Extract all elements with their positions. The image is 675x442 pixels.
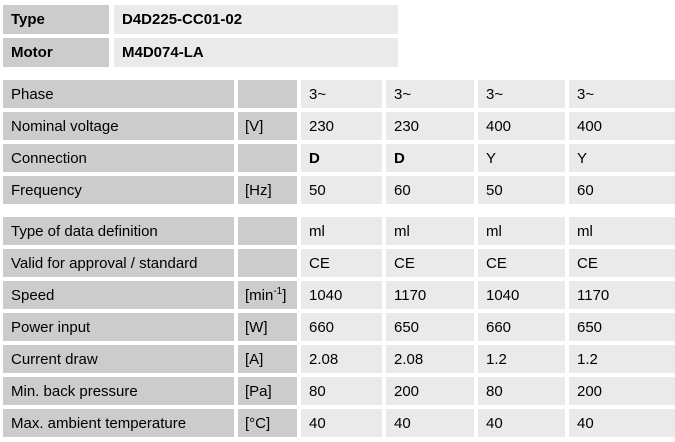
spec-value-cell: CE — [478, 249, 565, 277]
spec-value-cell: 200 — [386, 377, 474, 405]
spec-row-unit — [238, 217, 297, 245]
spec-row-label: Connection — [3, 144, 234, 172]
spec-row-unit: [Hz] — [238, 176, 297, 204]
spec-value-cell: 400 — [478, 112, 565, 140]
spec-value-cell: 3~ — [569, 80, 675, 108]
spec-row-label: Max. ambient temperature — [3, 409, 234, 437]
spec-value-cell: 3~ — [478, 80, 565, 108]
spec-value-cell: Y — [478, 144, 565, 172]
spec-row-unit — [238, 80, 297, 108]
spec-row-unit: [Pa] — [238, 377, 297, 405]
spec-value-cell: 60 — [386, 176, 474, 204]
spec-value-cell: 2.08 — [386, 345, 474, 373]
spec-value-cell: 1040 — [301, 281, 382, 309]
spec-value-cell: 1170 — [386, 281, 474, 309]
spec-row-label: Speed — [3, 281, 234, 309]
spec-value-cell: CE — [569, 249, 675, 277]
spec-value-cell: 3~ — [301, 80, 382, 108]
spec-row-unit — [238, 144, 297, 172]
spec-row-label: Phase — [3, 80, 234, 108]
spec-value-cell: ml — [386, 217, 474, 245]
spec-row-label: Type of data definition — [3, 217, 234, 245]
id-row-label: Motor — [3, 38, 109, 67]
spec-value-cell: D — [386, 144, 474, 172]
spec-value-cell: 80 — [478, 377, 565, 405]
spec-row-unit: [min -1] — [238, 281, 297, 309]
spec-value-cell: 1.2 — [478, 345, 565, 373]
spec-table-electrical: Phase 3~ 3~ 3~ 3~ Nominal voltage [V] 230 230 400… — [3, 80, 675, 204]
spec-value-cell: D — [301, 144, 382, 172]
spec-row-unit — [238, 249, 297, 277]
spec-value-cell: 60 — [569, 176, 675, 204]
spec-row-unit: [°C] — [238, 409, 297, 437]
spec-value-cell: CE — [301, 249, 382, 277]
spec-value-cell: ml — [478, 217, 565, 245]
identification-table: Type D4D225-CC01-02 Motor M4D074-LA — [3, 5, 675, 67]
spec-row-unit: [A] — [238, 345, 297, 373]
spec-value-cell: 1170 — [569, 281, 675, 309]
spec-value-cell: 80 — [301, 377, 382, 405]
spec-table-performance: Type of data definition ml ml ml ml Valid for… — [3, 217, 675, 437]
spec-value-cell: 660 — [301, 313, 382, 341]
id-row-label: Type — [3, 5, 109, 34]
spec-row-label: Min. back pressure — [3, 377, 234, 405]
spec-value-cell: 650 — [386, 313, 474, 341]
spec-row-label: Nominal voltage — [3, 112, 234, 140]
spec-row-unit: [V] — [238, 112, 297, 140]
spec-value-cell: 400 — [569, 112, 675, 140]
spec-value-cell: 1.2 — [569, 345, 675, 373]
spec-value-cell: 40 — [478, 409, 565, 437]
spec-value-cell: 1040 — [478, 281, 565, 309]
spec-row-label: Valid for approval / standard — [3, 249, 234, 277]
spec-value-cell: ml — [569, 217, 675, 245]
spec-value-cell: 2.08 — [301, 345, 382, 373]
spec-value-cell: 3~ — [386, 80, 474, 108]
spec-value-cell: 200 — [569, 377, 675, 405]
spec-value-cell: 40 — [569, 409, 675, 437]
spec-value-cell: 660 — [478, 313, 565, 341]
spec-value-cell: 40 — [386, 409, 474, 437]
spec-row-label: Current draw — [3, 345, 234, 373]
spec-value-cell: 50 — [478, 176, 565, 204]
unit-text: [min — [245, 286, 274, 304]
spec-row-label: Power input — [3, 313, 234, 341]
id-row-value: D4D225-CC01-02 — [114, 5, 398, 34]
id-row-value: M4D074-LA — [114, 38, 398, 67]
spec-value-cell: ml — [301, 217, 382, 245]
spec-value-cell: Y — [569, 144, 675, 172]
unit-text: ] — [282, 286, 287, 304]
spec-value-cell: 40 — [301, 409, 382, 437]
spec-value-cell: CE — [386, 249, 474, 277]
spec-value-cell: 230 — [386, 112, 474, 140]
spec-row-unit: [W] — [238, 313, 297, 341]
spec-value-cell: 230 — [301, 112, 382, 140]
unit-superscript: -1 — [273, 285, 283, 297]
spec-row-label: Frequency — [3, 176, 234, 204]
spec-value-cell: 650 — [569, 313, 675, 341]
spec-value-cell: 50 — [301, 176, 382, 204]
